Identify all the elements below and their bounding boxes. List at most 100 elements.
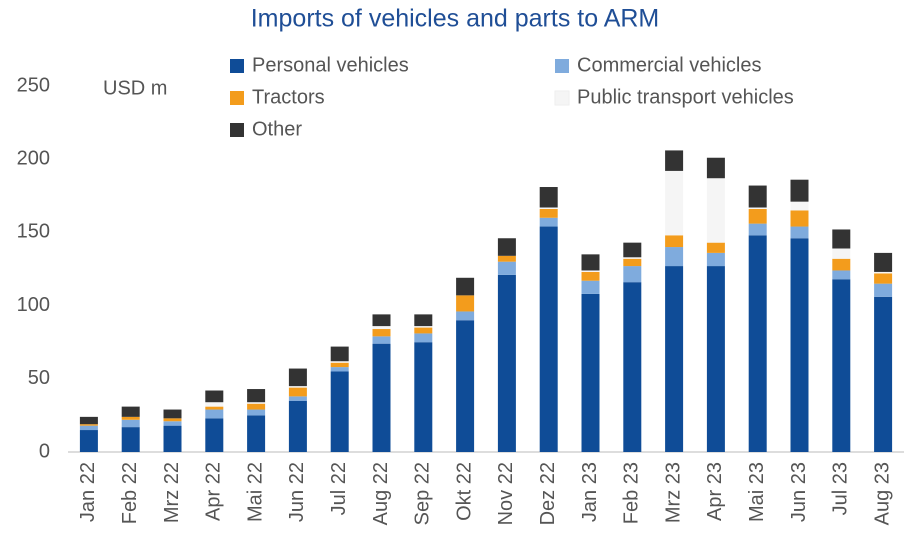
bar-segment [121,406,140,417]
x-tick-label: Mrz 22 [161,462,183,523]
bar-segment [247,409,266,416]
bar-segment [79,430,98,452]
y-tick-label: 100 [17,294,50,316]
bar-segment [706,157,725,179]
legend-label: Public transport vehicles [577,86,794,108]
bar-segment [665,170,684,236]
bar-segment [706,242,725,253]
x-tick-label: Aug 23 [871,462,893,525]
bar-segment [497,238,516,256]
legend-swatch [554,90,570,106]
x-tick-label: Jul 22 [328,462,350,515]
bar-segment [790,226,809,239]
bar-segment [623,258,642,267]
bar-segment [414,342,433,452]
bar-segment [665,150,684,171]
y-tick-label: 0 [39,440,50,462]
bar-segment [539,207,558,209]
y-tick-label: 200 [17,147,50,169]
bar-segment [79,416,98,425]
x-tick-label: Feb 23 [621,462,643,524]
bar-segment [288,386,307,388]
bar-segment [497,255,516,262]
bar-segment [372,314,391,327]
bar-segment [456,320,475,452]
x-tick-label: Feb 22 [119,462,141,524]
x-tick-label: Nov 22 [495,462,517,525]
bar-segment [790,210,809,227]
bar-segment [623,266,642,283]
bar-segment [748,235,767,452]
bar-segment [372,329,391,337]
bar-segment [706,178,725,243]
bar-segment [790,179,809,202]
bar-segment [372,326,391,330]
bar-segment [372,343,391,452]
bar-segment [623,282,642,452]
x-tick-label: Jun 22 [286,462,308,522]
x-tick-label: Apr 22 [203,462,225,521]
bar-segment [456,311,475,321]
bar-segment [874,296,893,452]
bar-segment [874,283,893,297]
x-tick-label: Jul 23 [830,462,852,515]
bar-segment [121,419,140,428]
bar-segment [205,406,224,410]
y-tick-label: 50 [28,367,50,389]
bar-segment [790,238,809,452]
bar-segment [623,257,642,259]
bar-segment [288,396,307,401]
bar-segment [581,254,600,271]
bar-segment [790,201,809,211]
bar-segment [205,390,224,403]
unit-annotation: USD m [103,77,167,99]
legend-swatch [555,59,569,73]
x-tick-label: Mrz 23 [662,462,684,523]
chart-title: Imports of vehicles and parts to ARM [251,5,660,33]
bar-segment [581,293,600,452]
bar-segment [581,270,600,272]
legend-swatch [230,59,244,73]
bar-segment [665,247,684,267]
bar-segment [748,185,767,208]
bar-segment [163,409,182,419]
bar-segment [832,279,851,452]
bar-segment [456,277,475,296]
legend-label: Commercial vehicles [577,54,762,76]
bar-segment [288,387,307,397]
bar-segment [330,371,349,452]
bar-segment [539,217,558,227]
bar-segment [832,248,851,259]
x-tick-label: Dez 22 [537,462,559,525]
bar-segment [121,416,140,420]
bar-segment [832,229,851,249]
x-tick-label: Jan 22 [77,462,99,522]
legend-swatch [230,91,244,105]
legend-swatch [230,123,244,137]
x-tick-label: Aug 22 [370,462,392,525]
x-tick-label: Mai 22 [244,462,266,522]
legend-label: Other [252,118,302,140]
bar-segment [205,409,224,419]
bar-segment [372,336,391,344]
bar-segment [414,314,433,327]
bar-segment [748,223,767,236]
bar-segment [247,402,266,404]
legend-label: Tractors [252,86,325,108]
bar-segment [247,389,266,403]
x-tick-label: Mai 23 [746,462,768,522]
bar-segment [539,187,558,208]
bar-segment [163,418,182,422]
x-tick-label: Sep 22 [412,462,434,525]
bar-segment [163,425,182,452]
bar-segment [874,252,893,272]
bar-segment [497,274,516,452]
bar-segment [832,270,851,280]
bar-segment [205,418,224,452]
bar-segment [497,261,516,275]
bar-segment [874,271,893,274]
bar-segment [581,271,600,281]
bar-segment [79,425,98,431]
bar-segment [706,266,725,452]
